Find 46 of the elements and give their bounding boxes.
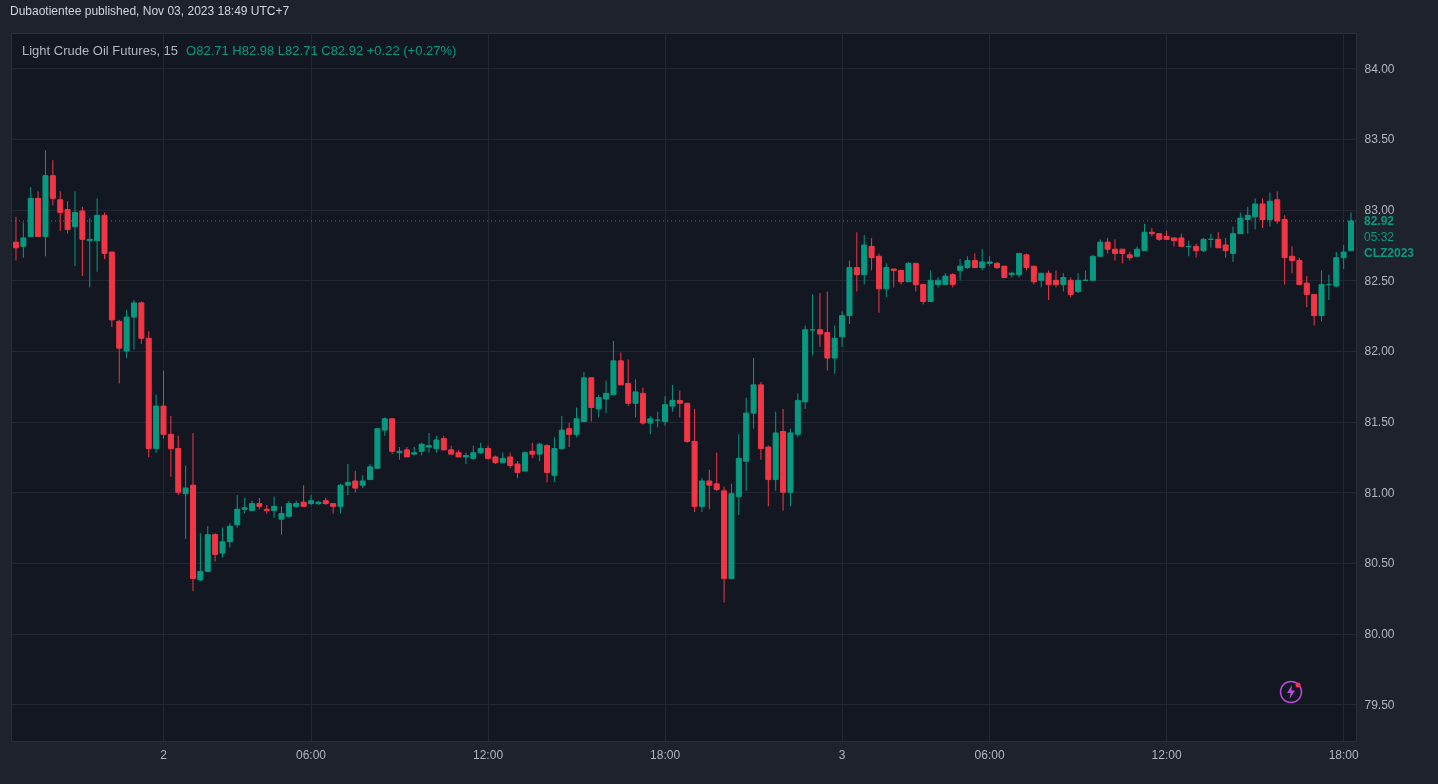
y-tick-label: 84.00 <box>1364 61 1395 76</box>
y-tick-label: 80.50 <box>1364 556 1395 571</box>
candlestick <box>212 532 219 563</box>
candlestick <box>352 470 359 493</box>
candlestick <box>713 452 720 492</box>
y-tick-label: 80.00 <box>1364 627 1395 642</box>
candlestick <box>566 422 573 448</box>
text: Light Crude Oil Futures, 15 <box>22 43 179 58</box>
candlestick <box>521 450 528 472</box>
y-tick-label: 81.50 <box>1364 415 1395 430</box>
text: O82.71 H82.98 L82.71 C82.92 +0.22 (+0.27%) <box>186 43 457 58</box>
x-tick-label: 12:00 <box>473 747 504 762</box>
candlestick <box>1259 197 1266 229</box>
candlestick <box>1075 272 1082 294</box>
candlestick <box>883 262 890 298</box>
candlestick <box>182 464 189 540</box>
text: Dubaotientee published, Nov 03, 2023 18:49 UTC+7 <box>10 4 290 18</box>
candlestick <box>632 378 639 418</box>
candlestick <box>300 484 307 507</box>
text: 82.92 <box>1364 213 1395 228</box>
candlestick <box>831 325 838 375</box>
x-tick-label: 18:00 <box>650 747 681 762</box>
candlestick <box>1193 243 1200 259</box>
x-tick-label: 06:00 <box>974 747 1005 762</box>
candlestick <box>1060 272 1067 293</box>
y-tick-label: 81.00 <box>1364 485 1395 500</box>
x-tick-label: 06:00 <box>296 747 327 762</box>
candlestick <box>853 231 860 293</box>
x-tick-label: 2 <box>160 747 168 762</box>
x-tick-label: 18:00 <box>1328 747 1359 762</box>
text: 05:32 <box>1364 229 1395 244</box>
candlestick <box>647 415 654 435</box>
candlestick <box>536 442 543 462</box>
candlestick <box>49 159 56 206</box>
candlestick <box>1067 276 1074 298</box>
x-tick-label: 12:00 <box>1151 747 1182 762</box>
candlestick <box>905 261 912 283</box>
y-tick-label: 82.50 <box>1364 273 1395 288</box>
ref-line-label: CLZ2023 <box>1364 245 1415 260</box>
y-tick-label: 83.50 <box>1364 132 1395 147</box>
y-tick-label: 82.00 <box>1364 344 1395 359</box>
candlestick <box>271 496 278 519</box>
candlestick <box>706 469 713 510</box>
candlestick <box>12 216 19 262</box>
y-tick-label: 79.50 <box>1364 697 1395 712</box>
x-tick-label: 3 <box>838 747 846 762</box>
